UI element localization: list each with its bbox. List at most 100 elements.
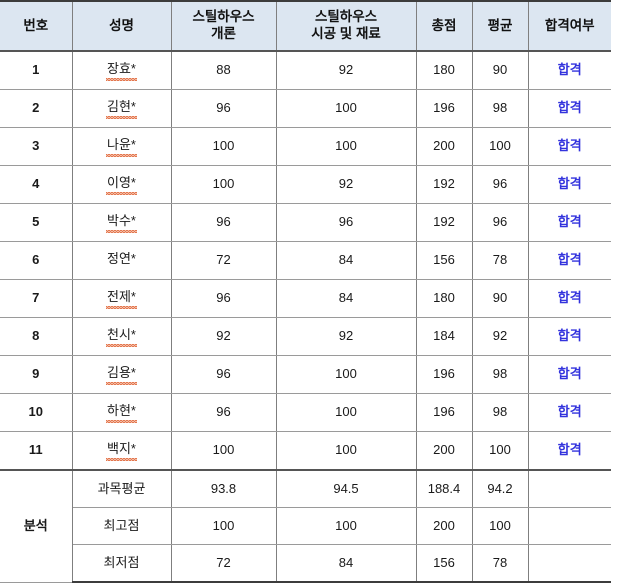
table-row: 9 김용* 96 100 196 98 합격 <box>0 355 611 394</box>
student-name: 김현* <box>106 99 137 119</box>
cell-subject2: 100 <box>275 393 417 432</box>
cell-subject2: 100 <box>275 127 417 166</box>
table-row: 2 김현* 96 100 196 98 합격 <box>0 89 611 128</box>
student-name: 전제* <box>106 289 137 309</box>
analysis-cell-subject1: 72 <box>170 544 277 583</box>
cell-subject2: 100 <box>275 431 417 471</box>
cell-subject2: 84 <box>275 241 417 280</box>
header-cell-result: 합격여부 <box>527 0 611 52</box>
cell-result: 합격 <box>527 203 611 242</box>
header-row: 번호 성명 스틸하우스 개론 스틸하우스 시공 및 재료 총점 평균 합격여부 <box>0 0 611 52</box>
analysis-cell-result <box>527 469 611 508</box>
analysis-cell-total: 156 <box>415 544 473 583</box>
student-name: 박수* <box>106 213 137 233</box>
header-subject2-line2: 시공 및 재료 <box>311 26 381 41</box>
student-name: 정연* <box>107 251 136 267</box>
cell-average: 90 <box>471 279 529 318</box>
cell-subject2: 100 <box>275 89 417 128</box>
table-row: 7 전제* 96 84 180 90 합격 <box>0 279 611 318</box>
analysis-cell-subject2: 100 <box>275 507 417 545</box>
table-row: 6 정연* 72 84 156 78 합격 <box>0 241 611 280</box>
cell-total: 156 <box>415 241 473 280</box>
cell-total: 200 <box>415 431 473 471</box>
cell-subject2: 96 <box>275 203 417 242</box>
cell-subject1: 72 <box>170 241 277 280</box>
cell-no: 1 <box>0 51 73 90</box>
cell-subject2: 100 <box>275 355 417 394</box>
cell-name: 정연* <box>71 241 172 280</box>
cell-total: 180 <box>415 279 473 318</box>
cell-result: 합격 <box>527 279 611 318</box>
cell-subject1: 88 <box>170 51 277 90</box>
cell-total: 196 <box>415 393 473 432</box>
analysis-cell-average: 94.2 <box>471 469 529 508</box>
cell-result: 합격 <box>527 431 611 471</box>
analysis-row: 분석 과목평균 93.8 94.5 188.4 94.2 <box>0 469 611 583</box>
header-cell-name: 성명 <box>71 0 172 52</box>
student-name: 장효* <box>106 61 137 81</box>
analysis-row: 최저점 72 84 156 78 <box>0 544 611 583</box>
analysis-rows: 분석 과목평균 93.8 94.5 188.4 94.2 최고점 100 100 200 100 최저… <box>0 469 611 583</box>
student-rows: 1 장효* 88 92 180 90 합격 2 김현* 96 100 196 98 합격 3 나윤* 100 10… <box>0 51 611 471</box>
cell-name: 전제* <box>71 279 172 318</box>
analysis-cell-subject2: 84 <box>275 544 417 583</box>
analysis-row: 최고점 100 100 200 100 <box>0 507 611 545</box>
cell-average: 78 <box>471 241 529 280</box>
table-row: 1 장효* 88 92 180 90 합격 <box>0 51 611 90</box>
cell-result: 합격 <box>527 51 611 90</box>
table-row: 10 하현* 96 100 196 98 합격 <box>0 393 611 432</box>
cell-total: 180 <box>415 51 473 90</box>
cell-no: 7 <box>0 279 73 318</box>
cell-average: 98 <box>471 393 529 432</box>
analysis-metric-name: 최고점 <box>72 507 172 545</box>
cell-subject2: 92 <box>275 317 417 356</box>
cell-no: 4 <box>0 165 73 204</box>
header-subject2-line1: 스틸하우스 <box>314 9 378 25</box>
analysis-cell-subject2: 94.5 <box>275 469 417 508</box>
student-name: 백지* <box>106 441 137 461</box>
cell-average: 100 <box>471 127 529 166</box>
cell-name: 백지* <box>71 431 172 471</box>
cell-total: 192 <box>415 203 473 242</box>
cell-no: 11 <box>0 431 73 471</box>
cell-no: 10 <box>0 393 73 432</box>
cell-total: 196 <box>415 89 473 128</box>
cell-no: 2 <box>0 89 73 128</box>
cell-name: 하현* <box>71 393 172 432</box>
analysis-label: 분석 <box>0 469 73 583</box>
cell-average: 100 <box>471 431 529 471</box>
cell-result: 합격 <box>527 89 611 128</box>
cell-result: 합격 <box>527 127 611 166</box>
analysis-cell-subject1: 93.8 <box>170 469 277 508</box>
analysis-cell-result <box>527 507 611 545</box>
cell-name: 나윤* <box>71 127 172 166</box>
header-cell-total: 총점 <box>415 0 473 52</box>
cell-subject1: 100 <box>170 165 277 204</box>
cell-subject2: 84 <box>275 279 417 318</box>
cell-average: 96 <box>471 165 529 204</box>
cell-result: 합격 <box>527 393 611 432</box>
analysis-cell-result <box>527 544 611 583</box>
table-row: 8 천시* 92 92 184 92 합격 <box>0 317 611 356</box>
cell-subject1: 100 <box>170 431 277 471</box>
analysis-cell-total: 200 <box>415 507 473 545</box>
header-subject1-line2: 개론 <box>211 26 236 41</box>
cell-no: 8 <box>0 317 73 356</box>
analysis-cell-average: 100 <box>471 507 529 545</box>
cell-total: 196 <box>415 355 473 394</box>
student-name: 이영* <box>106 175 137 195</box>
analysis-cell-total: 188.4 <box>415 469 473 508</box>
cell-name: 박수* <box>71 203 172 242</box>
cell-subject1: 96 <box>170 279 277 318</box>
header-cell-average: 평균 <box>471 0 529 52</box>
cell-subject1: 96 <box>170 355 277 394</box>
table-header: 번호 성명 스틸하우스 개론 스틸하우스 시공 및 재료 총점 평균 합격여부 <box>0 0 611 52</box>
header-cell-subject1: 스틸하우스 개론 <box>170 0 277 52</box>
cell-average: 90 <box>471 51 529 90</box>
cell-subject1: 96 <box>170 89 277 128</box>
cell-name: 천시* <box>71 317 172 356</box>
student-name: 천시* <box>106 327 137 347</box>
header-cell-no: 번호 <box>0 0 73 52</box>
